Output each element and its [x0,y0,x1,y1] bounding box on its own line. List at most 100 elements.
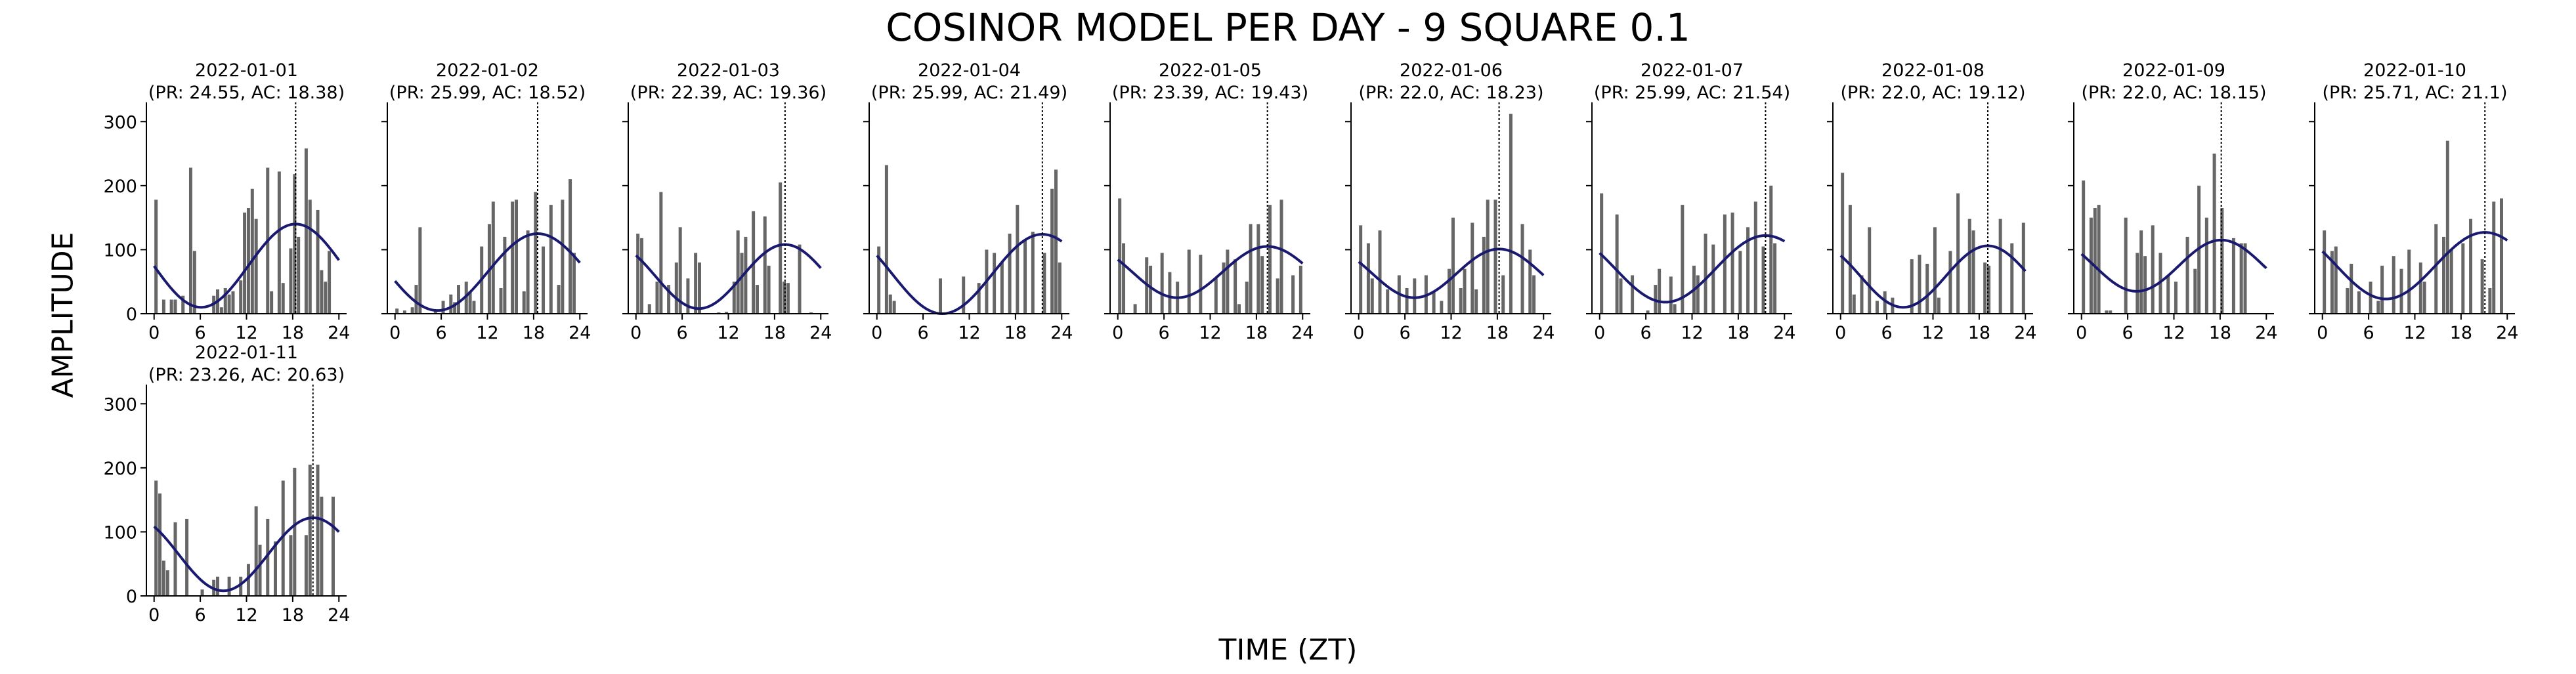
bar [154,480,158,596]
bar [1532,275,1536,314]
subplot-title-date: 2022-01-04 [918,60,1021,81]
bar [1971,230,1975,314]
bar [1753,201,1757,314]
bar [2399,268,2403,314]
bar [1983,262,1987,314]
bar [2346,287,2350,314]
bar [250,188,254,314]
bar [289,248,293,314]
bar [2323,230,2327,314]
bar [2369,282,2372,314]
bar [1168,272,1172,314]
bar [1841,173,1845,314]
bar [188,167,192,314]
subplot-title-stats: (PR: 22.39, AC: 19.36) [630,83,826,103]
bar [2105,310,2109,314]
subplot-1: 0 6 12 18 24 0 100 200 300 2022-01-01(PR: 24.55, … [103,60,350,343]
subplot-title-stats: (PR: 22.0, AC: 18.15) [2081,83,2266,103]
bar [1925,263,1929,314]
bar [1226,249,1230,314]
x-tick-label: 0 [1112,323,1123,343]
bar [1459,287,1463,314]
bar [1948,251,1952,314]
bar [2461,243,2465,314]
x-tick-label: 0 [871,323,882,343]
x-tick-label: 18 [282,605,304,625]
bar [1405,287,1409,314]
bar [892,301,896,314]
bar [1509,114,1513,314]
x-tick-label: 18 [282,323,304,343]
bar [2392,256,2395,314]
subplot-title-date: 2022-01-08 [1881,60,1985,81]
bar [1133,304,1137,314]
bar [640,238,644,314]
subplot-8: 0 6 12 18 24 2022-01-08(PR: 22.0, AC: 19.12) [1827,60,2036,343]
bar [2082,180,2086,314]
bar [173,299,177,314]
x-tick-label: 6 [195,323,206,343]
y-tick-label: 300 [103,394,137,415]
bar [161,299,165,314]
bar [308,464,312,596]
y-tick-label: 200 [103,459,137,479]
bar [1214,278,1218,314]
bar [1646,310,1650,314]
bar [320,496,324,596]
bar [1359,225,1363,314]
x-tick-label: 18 [1245,323,1268,343]
bar [2434,224,2438,314]
bar [2220,208,2224,314]
bar [2124,217,2128,314]
bar [515,200,518,314]
bar [939,278,943,314]
bar [246,208,250,314]
bar [1883,291,1887,314]
bar [2097,205,2101,314]
bar [549,205,553,314]
cosinor-curve [876,233,1063,316]
bar [2109,310,2113,314]
bar [154,200,158,314]
subplot-title-stats: (PR: 25.71, AC: 21.1) [2322,83,2507,103]
bar [1268,205,1272,314]
bar [433,310,437,314]
bar [320,270,324,314]
x-tick-label: 18 [2209,323,2231,343]
bar [1520,224,1524,314]
bar [783,282,786,314]
bar [1448,268,1451,314]
bar [526,230,530,314]
cosinor-curve [394,232,581,312]
bar [1260,256,1264,314]
bar [678,227,682,314]
bar [740,253,744,314]
bar [1249,224,1253,314]
x-axis-label: TIME (ZT) [1218,633,1358,667]
bar [1738,251,1742,314]
x-tick-label: 0 [2317,323,2328,343]
bar [2442,236,2445,314]
x-tick-label: 18 [1727,323,1750,343]
bar [169,299,173,314]
bar [1050,188,1054,314]
bar [667,285,671,314]
bar [763,216,767,314]
subplot-9: 0 6 12 18 24 2022-01-09(PR: 22.0, AC: 18.15) [2068,60,2277,343]
bar [161,560,165,596]
subplot-6: 0 6 12 18 24 2022-01-06(PR: 22.0, AC: 18.23) [1345,60,1555,343]
x-tick-label: 12 [476,323,498,343]
bar [270,291,274,314]
bar [223,287,227,314]
bar [324,282,328,314]
bar [281,480,285,596]
bar [511,201,515,314]
bar [1386,289,1390,314]
bar [449,294,453,314]
x-tick-label: 12 [235,605,257,625]
x-tick-label: 24 [328,605,350,625]
bar [1673,304,1677,314]
bar [1122,243,1126,314]
bar [418,227,422,314]
bar [569,179,572,314]
